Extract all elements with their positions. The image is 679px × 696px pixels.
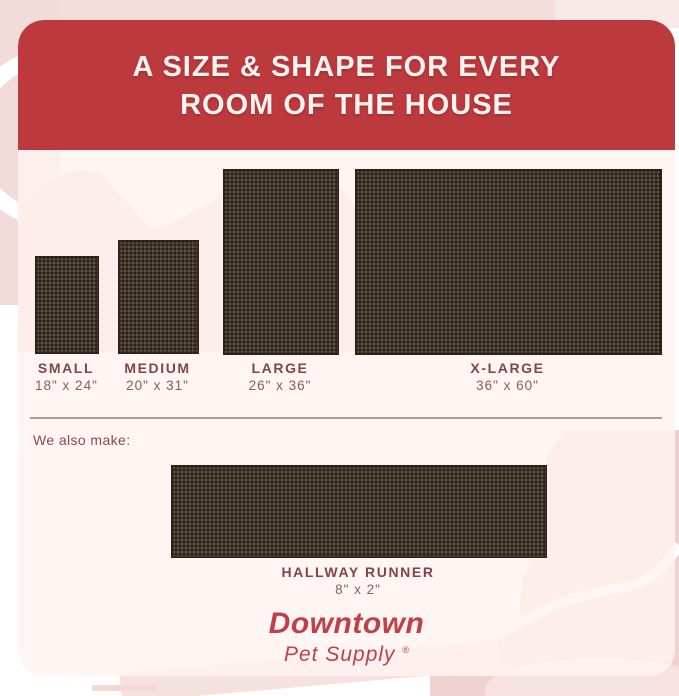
page-title-line1: A SIZE & SHAPE FOR EVERY	[132, 51, 561, 83]
mat-hallway-runner-swatch	[171, 465, 547, 558]
size-name: SMALL	[37, 360, 95, 376]
size-name: X-LARGE	[470, 360, 545, 376]
size-name: HALLWAY RUNNER	[281, 564, 435, 580]
size-label-medium: MEDIUM 20" x 31"	[118, 360, 197, 395]
mat-medium-swatch	[118, 240, 199, 354]
mat-xlarge-swatch	[355, 169, 662, 355]
section-divider	[30, 417, 662, 419]
size-name: MEDIUM	[124, 360, 191, 376]
size-label-hallway-runner: HALLWAY RUNNER 8" x 2"	[171, 564, 545, 599]
page-title: A SIZE & SHAPE FOR EVERY ROOM OF THE HOU…	[133, 48, 561, 124]
size-label-large: LARGE 26" x 36"	[223, 360, 337, 395]
size-dimensions: 8" x 2"	[335, 582, 381, 597]
page-title-line2: ROOM OF THE HOUSE	[180, 89, 513, 121]
header-banner: A SIZE & SHAPE FOR EVERY ROOM OF THE HOU…	[18, 20, 675, 150]
size-label-small: SMALL 18" x 24"	[35, 360, 97, 395]
registered-trademark-mark: ®	[402, 645, 410, 655]
brand-logo: Downtown Pet Supply ®	[18, 607, 675, 667]
size-dimensions: 26" x 36"	[248, 378, 312, 393]
mat-small-swatch	[35, 256, 99, 354]
brand-name: Downtown	[268, 607, 425, 640]
brand-tagline: Pet Supply ®	[18, 639, 675, 666]
brand-tagline-text: Pet Supply	[283, 643, 396, 666]
size-name: LARGE	[251, 360, 309, 376]
also-make-text: We also make:	[33, 432, 131, 448]
bottom-small-streak	[92, 685, 156, 691]
size-dimensions: 20" x 31"	[126, 378, 189, 393]
content-panel: A SIZE & SHAPE FOR EVERY ROOM OF THE HOU…	[18, 20, 675, 676]
size-label-xlarge: X-LARGE 36" x 60"	[355, 360, 660, 395]
mat-large-swatch	[223, 169, 339, 355]
size-dimensions: 36" x 60"	[476, 378, 539, 393]
size-dimensions: 18" x 24"	[35, 378, 98, 393]
